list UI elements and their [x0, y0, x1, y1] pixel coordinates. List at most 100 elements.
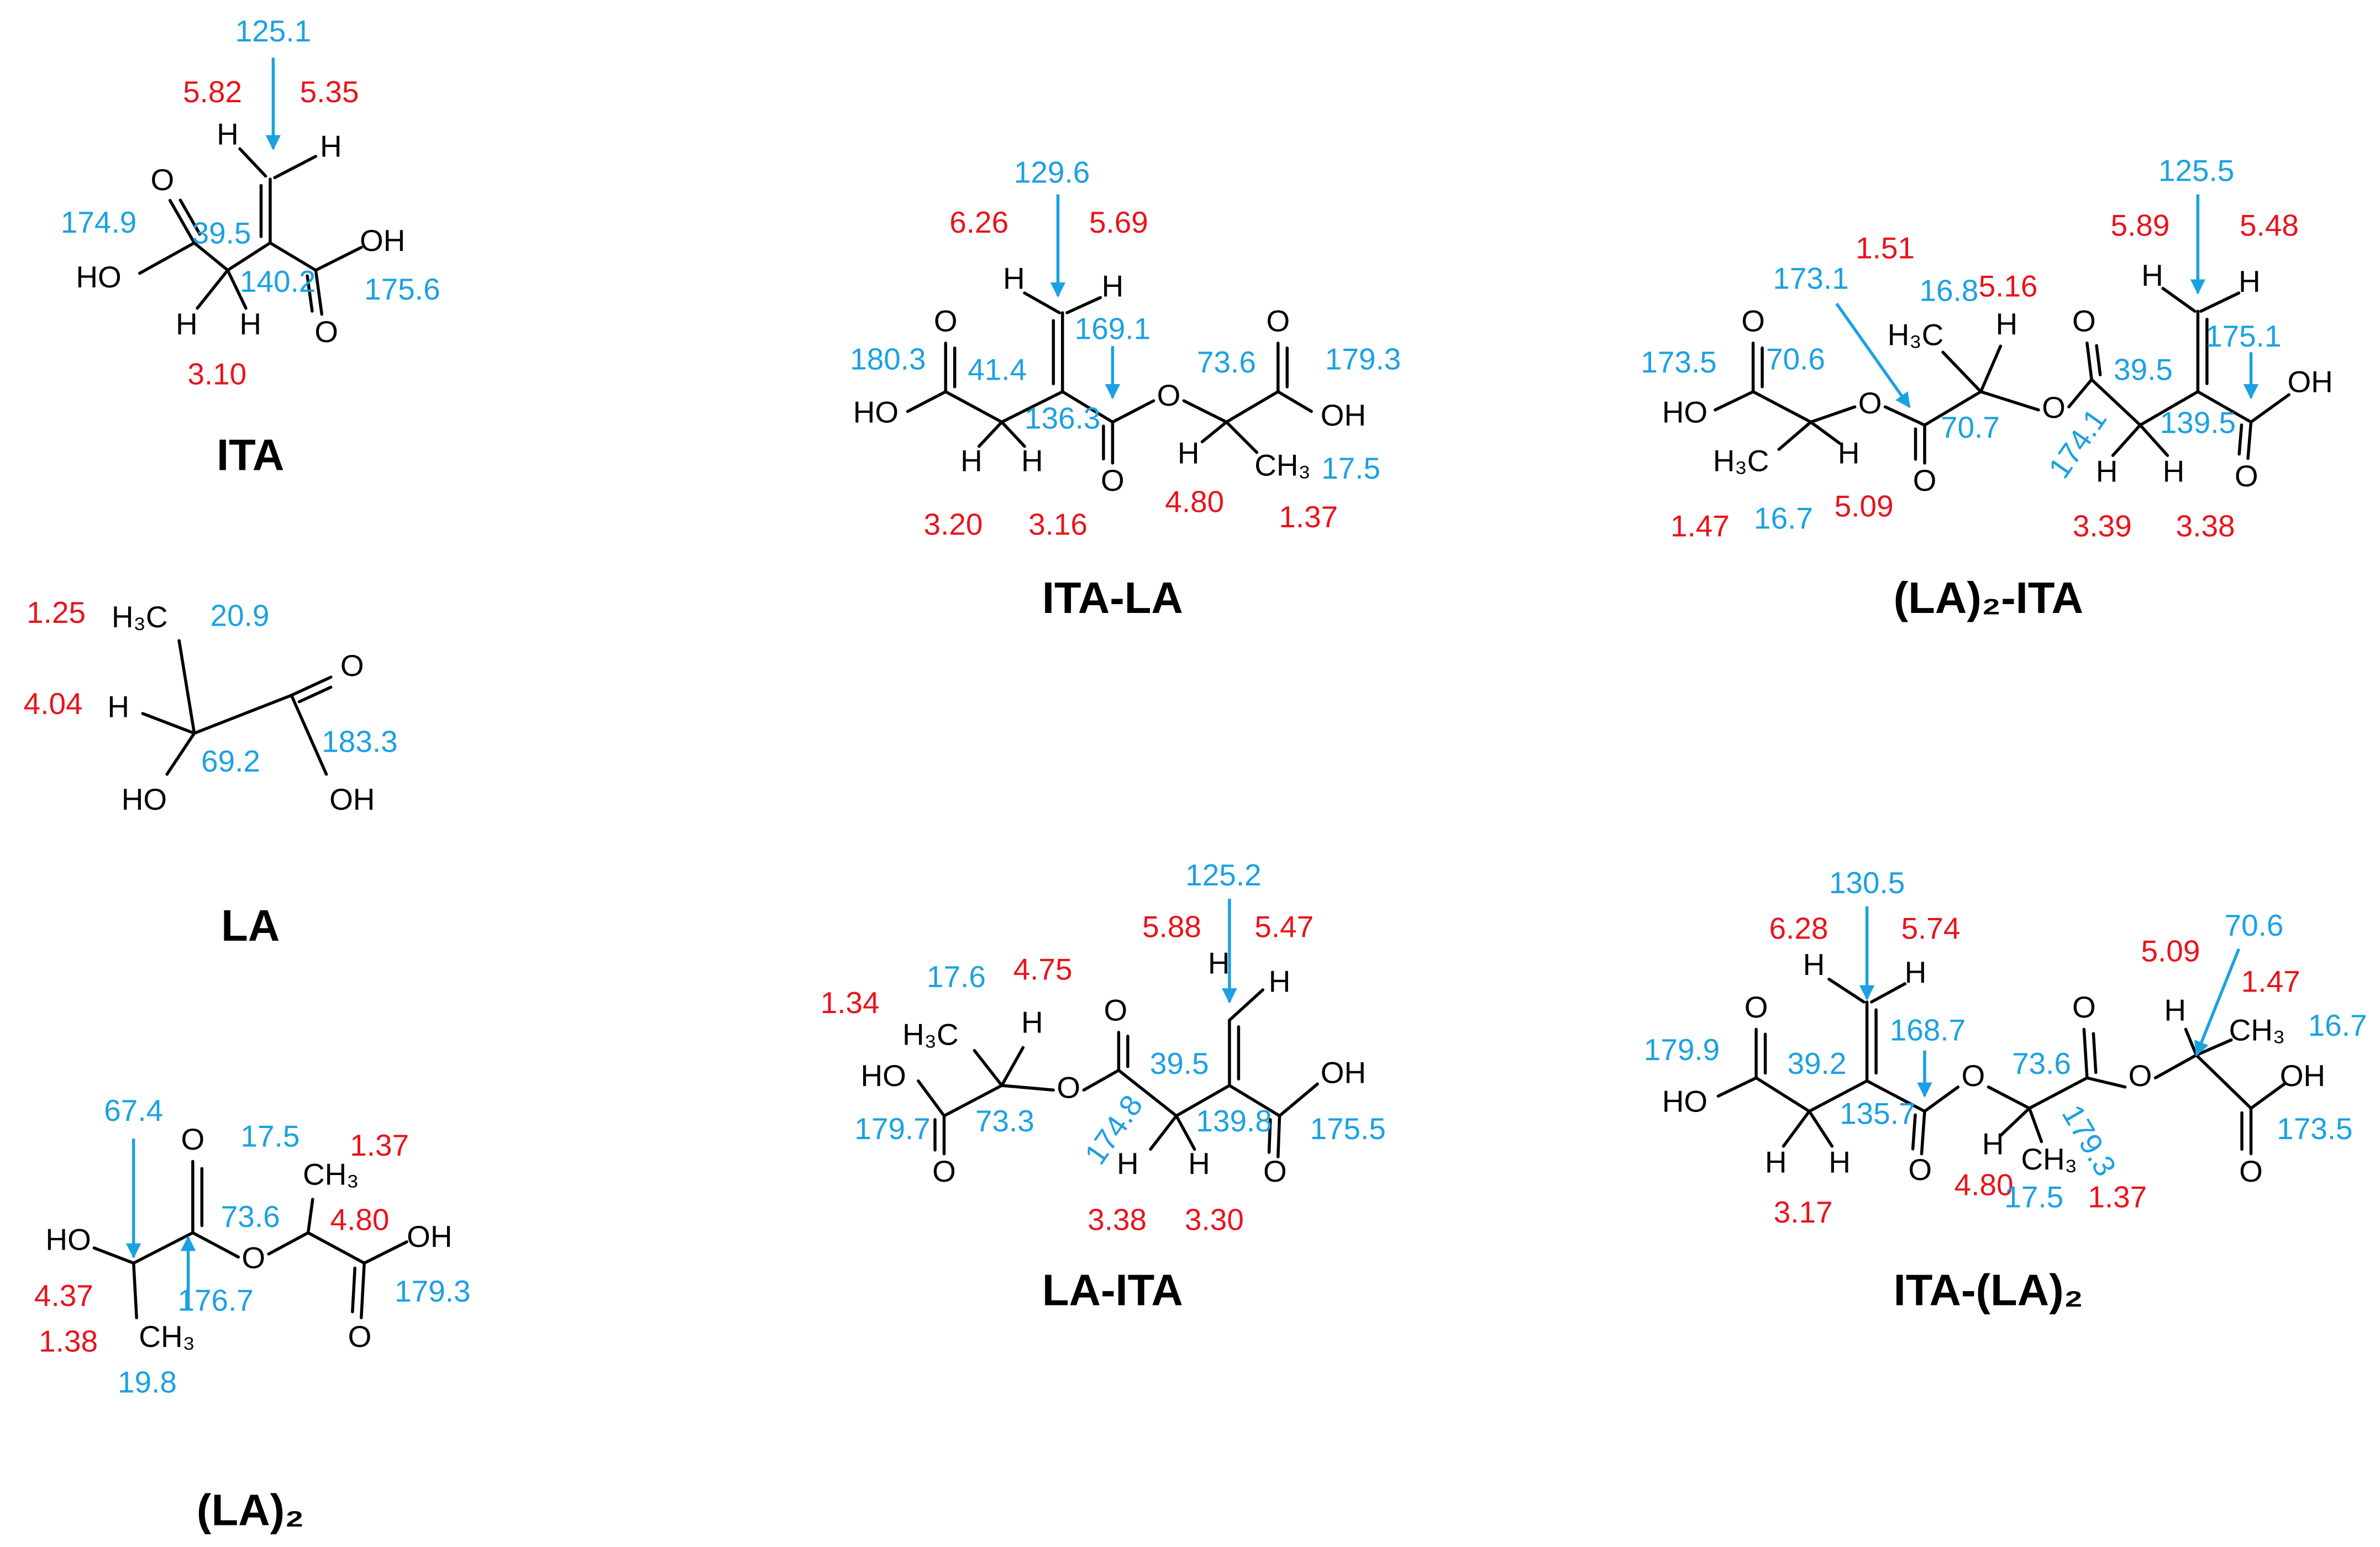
- atom-label: O: [1741, 304, 1765, 338]
- h-shift: 3.16: [1028, 507, 1087, 542]
- atom-label: O: [241, 1240, 265, 1275]
- h-shift: 4.80: [330, 1203, 390, 1237]
- atom-label: H: [107, 689, 129, 723]
- bond: [1979, 344, 2003, 394]
- bond: [1865, 1079, 1926, 1113]
- h-shift: 6.28: [1769, 911, 1829, 945]
- atom-label: O: [340, 648, 364, 683]
- bond: [273, 155, 318, 180]
- bond: [1182, 399, 1228, 424]
- bond: [1923, 390, 1983, 427]
- bond: [2067, 377, 2093, 408]
- atom-label: H: [1838, 436, 1860, 470]
- bond: [2139, 423, 2169, 457]
- atom-label: HO: [45, 1222, 91, 1256]
- bond: [306, 1231, 366, 1265]
- h-shift: 1.51: [1856, 231, 1915, 265]
- h-shift: 1.37: [350, 1128, 409, 1162]
- atom-label: H₃C: [1888, 317, 1944, 352]
- bond: [1716, 1076, 1758, 1098]
- atom-label: H: [239, 307, 261, 341]
- bond: [192, 694, 293, 735]
- c-shift: 73.6: [221, 1199, 280, 1234]
- bond: [314, 245, 363, 272]
- c-shift: 168.7: [1890, 1013, 1966, 1047]
- bond: [132, 1261, 138, 1319]
- bond: [2095, 344, 2102, 376]
- atom-label: HO: [76, 260, 121, 294]
- atom-label: H₃C: [902, 1018, 959, 1052]
- atom-label: H: [1829, 1145, 1851, 1179]
- c-shift: 70.6: [1766, 342, 1825, 376]
- atom-label: H: [1003, 261, 1025, 296]
- h-shift: 4.75: [1013, 952, 1073, 986]
- bond: [226, 241, 272, 272]
- bond: [267, 1231, 310, 1256]
- atom-label: O: [1908, 1152, 1932, 1187]
- h-shift: 3.20: [924, 507, 983, 542]
- atom-label: CH₃: [139, 1319, 195, 1354]
- bond: [1911, 1113, 1917, 1151]
- c-shift: 125.5: [2158, 154, 2234, 188]
- bond: [177, 639, 196, 735]
- atom-label: HO: [1662, 1084, 1707, 1118]
- c-shift: 179.3: [1325, 342, 1401, 376]
- h-shift: 4.37: [34, 1278, 93, 1313]
- atom-label: O: [2235, 459, 2258, 493]
- atom-label: H: [1803, 947, 1825, 982]
- bond: [977, 420, 1004, 448]
- c-shift: 139.5: [2160, 406, 2236, 440]
- atom-label: OH: [360, 223, 405, 258]
- bond: [269, 241, 318, 272]
- h-shift: 1.47: [2241, 964, 2300, 998]
- bond: [1751, 390, 1812, 424]
- bond: [1923, 1085, 1960, 1113]
- bond: [1777, 420, 1812, 451]
- h-shift: 4.80: [1165, 484, 1224, 518]
- c-shift: 180.3: [850, 342, 926, 376]
- bond: [1754, 1076, 1811, 1113]
- h-shift: 1.37: [2088, 1179, 2147, 1214]
- h-shift: 3.10: [187, 357, 246, 391]
- c-shift: 16.7: [1754, 501, 1813, 536]
- bond: [1023, 291, 1062, 314]
- atom-label: HO: [1662, 395, 1707, 429]
- c-shift: 20.9: [211, 598, 270, 632]
- bond: [141, 712, 196, 735]
- bond: [168, 198, 196, 245]
- atom-label: O: [1104, 993, 1128, 1027]
- atom-label: H: [320, 129, 342, 164]
- bond: [196, 269, 229, 310]
- h-shift: 5.88: [1142, 910, 1201, 944]
- h-shift: 5.47: [1254, 910, 1314, 944]
- atom-label: O: [1057, 1071, 1080, 1105]
- bond: [1870, 982, 1906, 1004]
- atom-label: H: [1982, 1126, 2004, 1161]
- h-shift: 5.89: [2111, 208, 2170, 243]
- c-shift: 39.5: [192, 216, 251, 250]
- molecule-name: ITA-LA: [1042, 573, 1183, 622]
- atom-label: H₃C: [1713, 443, 1769, 478]
- bond: [306, 274, 314, 313]
- atom-label: HO: [122, 782, 167, 816]
- atom-label: O: [314, 314, 338, 349]
- h-shift: 5.48: [2240, 208, 2299, 243]
- h-shift: 3.17: [1774, 1195, 1833, 1229]
- atom-label: H: [2164, 993, 2186, 1027]
- bond: [1175, 1114, 1196, 1151]
- c-shift: 179.7: [854, 1111, 930, 1146]
- bond: [1827, 977, 1866, 1004]
- c-shift: 135.7: [1840, 1096, 1915, 1130]
- bond: [1228, 1084, 1281, 1118]
- atom-label: O: [1745, 990, 1768, 1024]
- bond: [1808, 1079, 1869, 1113]
- h-shift: 5.16: [1979, 269, 2038, 303]
- atom-label: H: [217, 117, 239, 151]
- bond: [238, 147, 267, 178]
- atom-label: H: [1995, 307, 2018, 341]
- bond: [1200, 420, 1228, 444]
- h-shift: 5.09: [1835, 489, 1894, 523]
- h-shift: 1.34: [821, 985, 880, 1020]
- bond: [1000, 1046, 1025, 1087]
